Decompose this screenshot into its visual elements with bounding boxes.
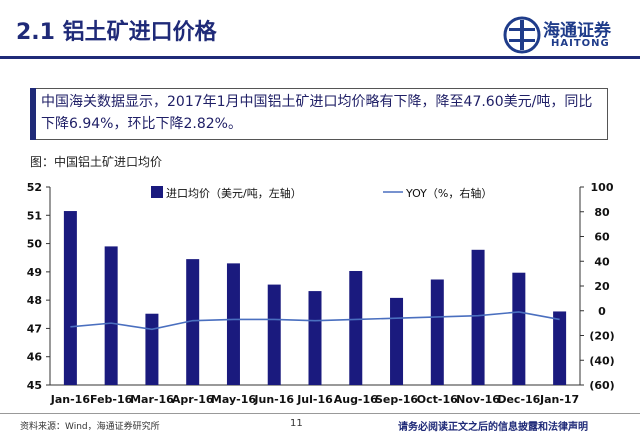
left-tick-label: 49 <box>27 266 42 279</box>
legend-bar-label: 进口均价（美元/吨，左轴） <box>166 186 302 200</box>
disclaimer: 请务必阅读正文之后的信息披露和法律声明 <box>398 422 588 433</box>
right-tick-label: 40 <box>594 255 610 268</box>
price-bar <box>308 291 322 385</box>
price-bar <box>145 313 159 385</box>
x-tick-label: Jan-16 <box>50 393 91 406</box>
footer-divider <box>0 413 640 414</box>
chart-caption: 图：中国铝土矿进口均价 <box>30 155 163 169</box>
price-bar <box>390 297 404 385</box>
price-bar <box>226 263 240 385</box>
right-tick-label: (40) <box>589 354 614 367</box>
x-tick-label: Aug-16 <box>334 393 378 406</box>
page-number: 11 <box>290 418 303 429</box>
price-bar <box>349 271 363 385</box>
left-tick-label: 52 <box>27 181 42 194</box>
logo-english-text: HAITONG <box>551 38 610 49</box>
source-note: 资料来源：Wind，海通证券研究所 <box>20 422 160 432</box>
summary-accent-bar <box>30 88 36 140</box>
legend-line-label: YOY（%，右轴） <box>405 186 492 200</box>
x-tick-label: Dec-16 <box>497 393 540 406</box>
price-bar <box>104 246 118 385</box>
left-tick-label: 48 <box>27 294 42 307</box>
header-divider <box>0 56 640 59</box>
left-tick-label: 46 <box>27 351 43 364</box>
haitong-logo: 海通证券 HAITONG <box>503 16 629 54</box>
x-tick-label: Sep-16 <box>375 393 418 406</box>
right-tick-label: 80 <box>594 206 610 219</box>
right-tick-label: (20) <box>589 330 614 343</box>
left-tick-label: 47 <box>27 322 42 335</box>
price-bar <box>430 279 444 385</box>
logo-chinese-text: 海通证券 <box>543 21 611 41</box>
x-tick-label: Oct-16 <box>417 393 458 406</box>
x-tick-label: Jul-16 <box>296 393 333 406</box>
x-tick-label: Feb-16 <box>90 393 133 406</box>
left-tick-label: 45 <box>27 379 42 392</box>
summary-box: 中国海关数据显示，2017年1月中国铝土矿进口均价略有下降，降至47.60美元/… <box>30 88 608 140</box>
price-bar <box>471 249 485 385</box>
right-tick-label: 100 <box>591 181 614 194</box>
x-tick-label: Nov-16 <box>456 393 500 406</box>
price-bar <box>267 284 281 385</box>
x-tick-label: May-16 <box>211 393 256 406</box>
left-tick-label: 51 <box>27 209 42 222</box>
haitong-emblem-icon <box>503 16 541 54</box>
right-tick-label: 0 <box>598 305 606 318</box>
yoy-line <box>70 311 560 331</box>
legend-bar-swatch <box>151 186 163 198</box>
price-bar <box>63 211 77 385</box>
x-tick-label: Jun-16 <box>253 393 294 406</box>
x-tick-label: Apr-16 <box>172 393 214 406</box>
left-tick-label: 50 <box>27 238 43 251</box>
right-tick-label: 20 <box>594 280 610 293</box>
right-tick-label: 60 <box>594 231 610 244</box>
right-tick-label: (60) <box>589 379 614 392</box>
price-bar <box>553 311 567 385</box>
x-tick-label: Mar-16 <box>130 393 174 406</box>
x-tick-label: Jan-17 <box>539 393 579 406</box>
price-bar <box>512 272 526 385</box>
slide-title: 2.1 铝土矿进口价格 <box>16 20 217 45</box>
price-bar <box>186 259 200 385</box>
